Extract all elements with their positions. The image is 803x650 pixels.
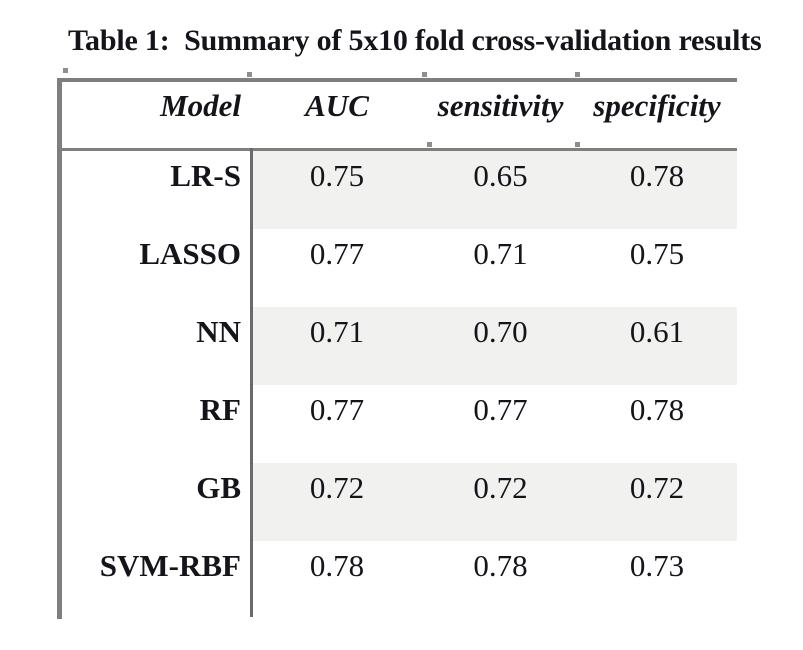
- model-cell: GB: [196, 470, 241, 505]
- model-cell: SVM-RBF: [99, 548, 241, 583]
- model-cell: LR-S: [170, 158, 241, 193]
- table-header-row: Model AUC sensitivity specificity: [57, 82, 737, 148]
- table-row: SVM-RBF 0.78 0.78 0.73: [57, 541, 737, 619]
- specificity-cell: 0.78: [577, 151, 737, 229]
- table-left-border: [57, 78, 62, 619]
- table-row: LR-S 0.75 0.65 0.78: [57, 151, 737, 229]
- table-row: LASSO 0.77 0.71 0.75: [57, 229, 737, 307]
- auc-cell: 0.72: [250, 463, 424, 541]
- header-separator: [57, 148, 737, 151]
- table-body: LR-S 0.75 0.65 0.78 LASSO 0.77 0.71 0.75…: [57, 151, 737, 619]
- auc-cell: 0.77: [309, 392, 365, 427]
- table-row: GB 0.72 0.72 0.72: [57, 463, 737, 541]
- sensitivity-cell: 0.77: [473, 392, 528, 427]
- table-caption: Table 1: Summary of 5x10 fold cross-vali…: [68, 24, 762, 57]
- auc-cell: 0.77: [309, 236, 365, 271]
- column-header-specificity: specificity: [593, 88, 721, 123]
- specificity-cell: 0.75: [629, 236, 685, 271]
- scan-tick: [63, 68, 68, 73]
- table-row: RF 0.77 0.77 0.78: [57, 385, 737, 463]
- table-row: NN 0.71 0.70 0.61: [57, 307, 737, 385]
- sensitivity-cell: 0.71: [473, 236, 528, 271]
- scan-tick: [427, 142, 432, 147]
- scan-tick: [422, 72, 427, 77]
- column-header-model: Model: [160, 88, 241, 123]
- auc-cell: 0.78: [309, 548, 365, 583]
- specificity-cell: 0.78: [629, 392, 685, 427]
- specificity-cell: 0.73: [629, 548, 685, 583]
- sensitivity-cell: 0.78: [473, 548, 528, 583]
- model-cell: NN: [196, 314, 241, 349]
- sensitivity-cell: 0.72: [424, 463, 577, 541]
- table-top-border: [57, 78, 737, 82]
- scan-tick: [575, 72, 580, 77]
- sensitivity-cell: 0.70: [424, 307, 577, 385]
- model-cell: RF: [199, 392, 241, 427]
- model-cell: LASSO: [139, 236, 241, 271]
- column-header-auc: AUC: [305, 88, 369, 123]
- column-header-sensitivity: sensitivity: [437, 88, 564, 123]
- specificity-cell: 0.72: [577, 463, 737, 541]
- scan-tick: [247, 72, 252, 77]
- sensitivity-cell: 0.65: [424, 151, 577, 229]
- scan-tick: [575, 142, 580, 147]
- model-column-divider: [250, 148, 253, 617]
- auc-cell: 0.71: [250, 307, 424, 385]
- auc-cell: 0.75: [250, 151, 424, 229]
- specificity-cell: 0.61: [577, 307, 737, 385]
- results-table: Model AUC sensitivity specificity LR-S 0…: [57, 68, 737, 619]
